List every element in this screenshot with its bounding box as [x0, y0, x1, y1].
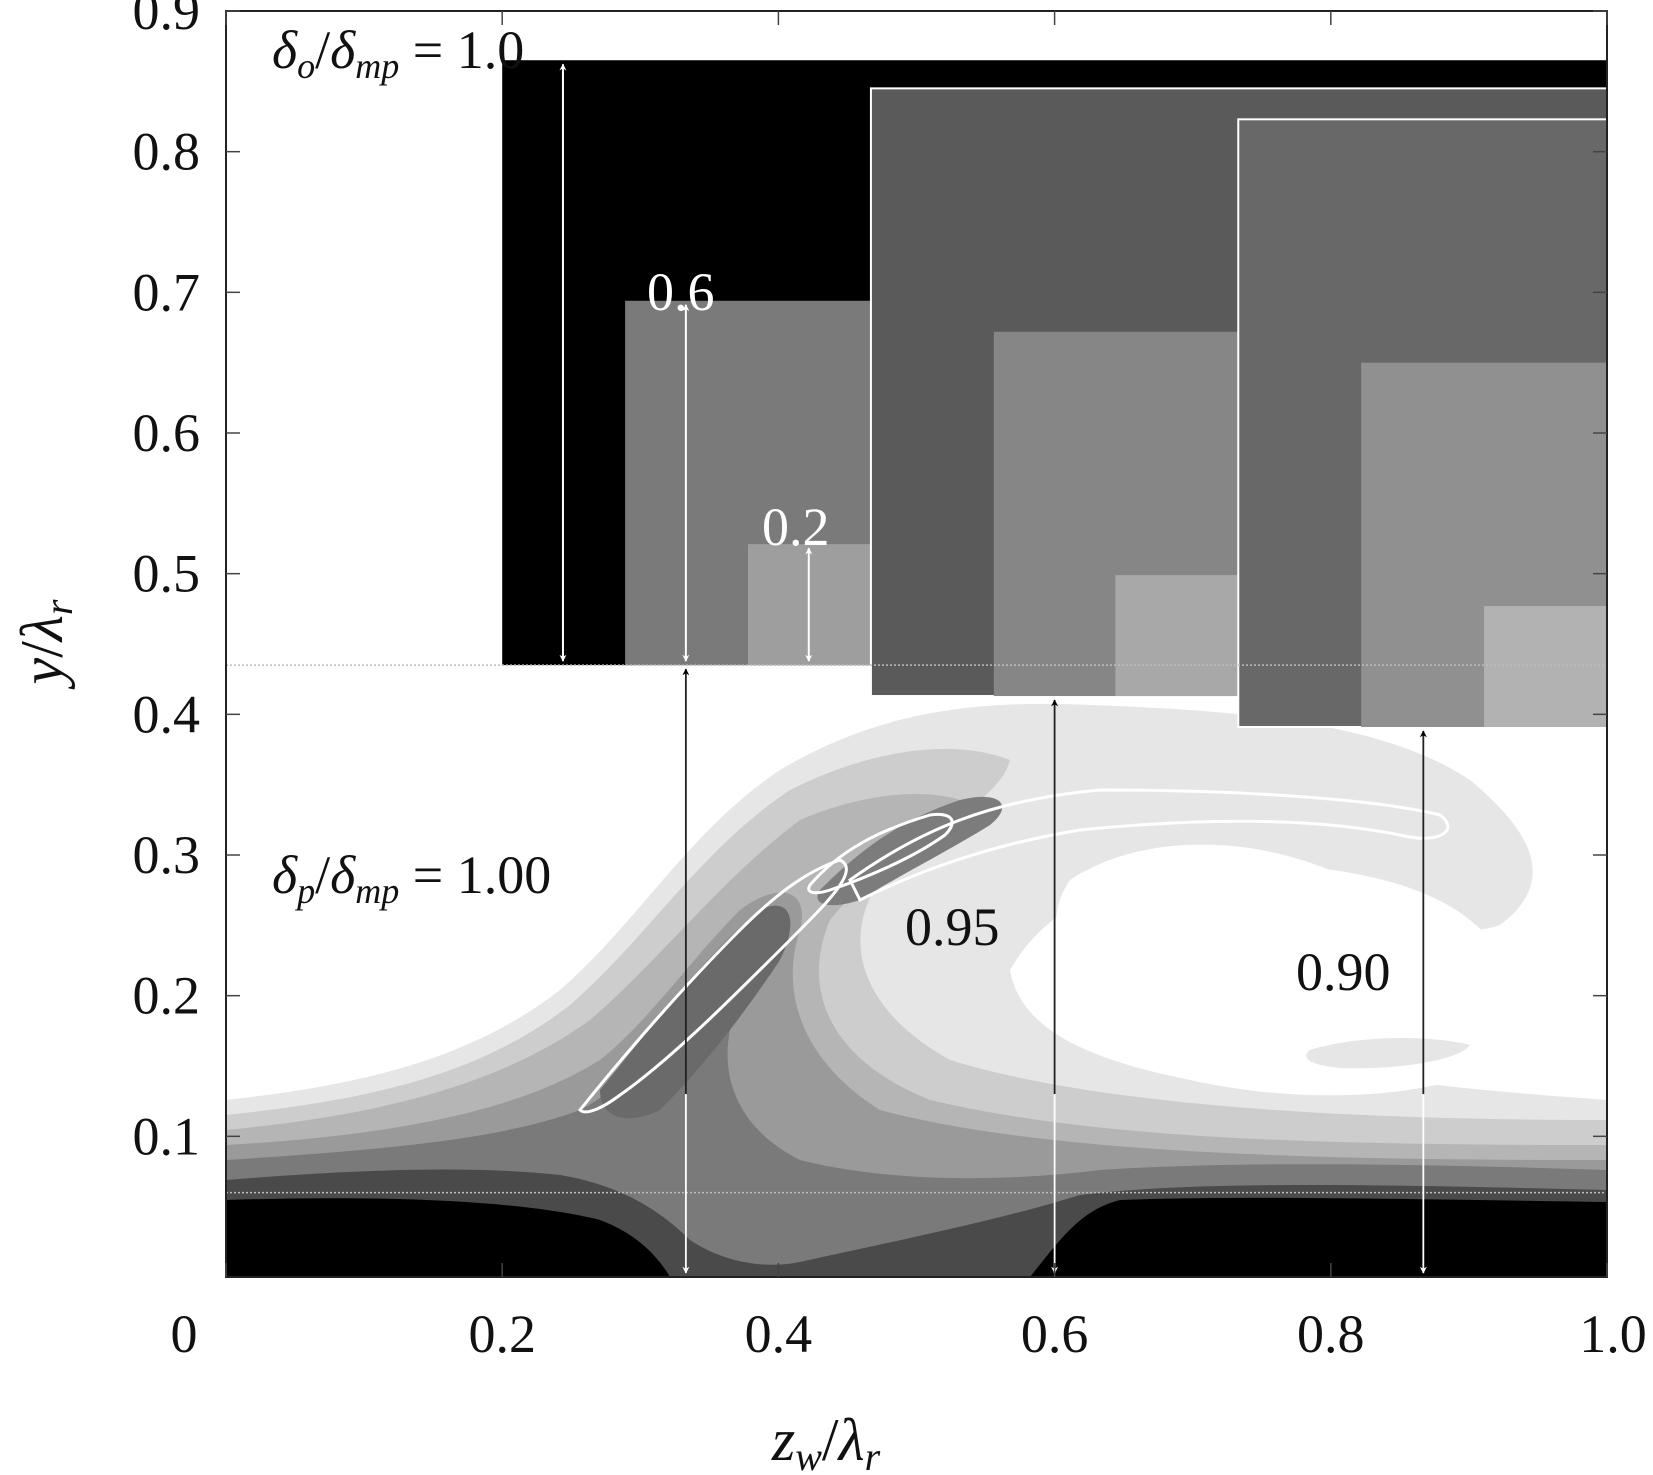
label-0-95: 0.95 [905, 897, 1000, 957]
y-tick-label: 0.1 [133, 1106, 201, 1166]
inner-box-6 [1484, 606, 1607, 727]
x-tick-label: 0.6 [1021, 1304, 1089, 1364]
contour-small-patch [1306, 1038, 1470, 1069]
contour-level-7b [1030, 1197, 1607, 1277]
y-tick-label: 0.7 [133, 262, 201, 322]
contour-dark-streak [600, 905, 791, 1119]
x-tick-label: 0.8 [1297, 1304, 1365, 1364]
x-tick-label: 0 [171, 1304, 198, 1364]
contour-outline-1 [577, 858, 848, 1114]
contour-outline-3 [848, 788, 1450, 903]
y-tick-label: 0.4 [133, 684, 201, 744]
axis-ticks: 0 0.2 0.4 0.6 0.8 1.0 0.1 0.2 0.3 0.4 0.5 0.6 0.7 0.8… [133, 0, 1647, 1364]
contour-level-7 [226, 1198, 670, 1277]
thickness-arrows [559, 63, 1427, 1274]
y-tick-label: 0.9 [133, 0, 201, 41]
contour-outline-2 [807, 812, 954, 895]
contour-white-core [1010, 864, 1522, 1096]
y-tick-label: 0.8 [133, 122, 201, 182]
y-tick-label: 0.5 [133, 544, 201, 604]
y-tick-label: 0.6 [133, 403, 201, 463]
delta-o-label: δo/δmp = 1.0 [272, 20, 524, 86]
y-tick-label: 0.2 [133, 966, 201, 1026]
y-tick-label: 0.3 [133, 825, 201, 885]
plot-frame [225, 10, 1608, 1278]
delta-p-label: δp/δmp = 1.00 [272, 845, 551, 911]
label-0-90: 0.90 [1296, 942, 1391, 1002]
x-tick-label: 0.2 [468, 1304, 536, 1364]
x-axis-title: zw/λr [771, 1407, 881, 1475]
inner-box-4 [1115, 575, 1239, 697]
y-axis-title: y/λr [9, 599, 81, 690]
label-0-2: 0.2 [762, 497, 830, 557]
label-0-6: 0.6 [647, 262, 715, 322]
x-tick-label: 0.4 [745, 1304, 813, 1364]
contour-field [226, 703, 1607, 1277]
x-tick-label: 1.0 [1579, 1304, 1647, 1364]
thickness-boxes [502, 60, 1608, 728]
